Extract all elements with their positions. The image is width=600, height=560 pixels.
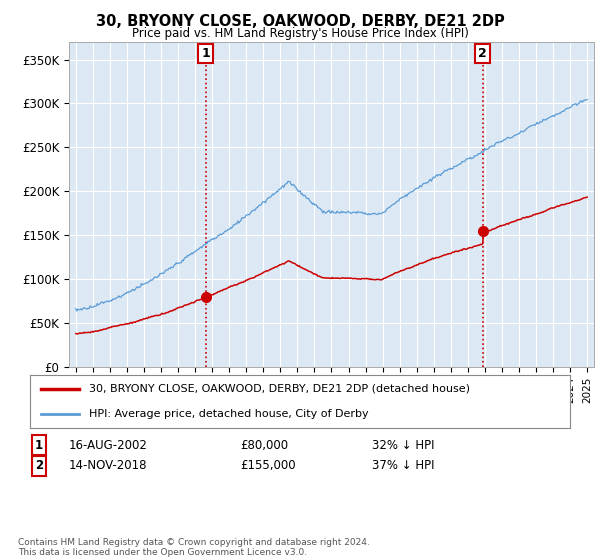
- Text: 32% ↓ HPI: 32% ↓ HPI: [372, 438, 434, 452]
- Text: 2: 2: [35, 459, 43, 473]
- Text: 30, BRYONY CLOSE, OAKWOOD, DERBY, DE21 2DP: 30, BRYONY CLOSE, OAKWOOD, DERBY, DE21 2…: [95, 14, 505, 29]
- Text: Price paid vs. HM Land Registry's House Price Index (HPI): Price paid vs. HM Land Registry's House …: [131, 27, 469, 40]
- Text: 14-NOV-2018: 14-NOV-2018: [69, 459, 148, 473]
- Text: 30, BRYONY CLOSE, OAKWOOD, DERBY, DE21 2DP (detached house): 30, BRYONY CLOSE, OAKWOOD, DERBY, DE21 2…: [89, 384, 470, 394]
- Text: HPI: Average price, detached house, City of Derby: HPI: Average price, detached house, City…: [89, 408, 369, 418]
- Text: 1: 1: [35, 438, 43, 452]
- Text: 2: 2: [478, 47, 487, 60]
- Text: 37% ↓ HPI: 37% ↓ HPI: [372, 459, 434, 473]
- Text: Contains HM Land Registry data © Crown copyright and database right 2024.
This d: Contains HM Land Registry data © Crown c…: [18, 538, 370, 557]
- Text: 1: 1: [202, 47, 210, 60]
- Text: £155,000: £155,000: [240, 459, 296, 473]
- Text: 16-AUG-2002: 16-AUG-2002: [69, 438, 148, 452]
- Text: £80,000: £80,000: [240, 438, 288, 452]
